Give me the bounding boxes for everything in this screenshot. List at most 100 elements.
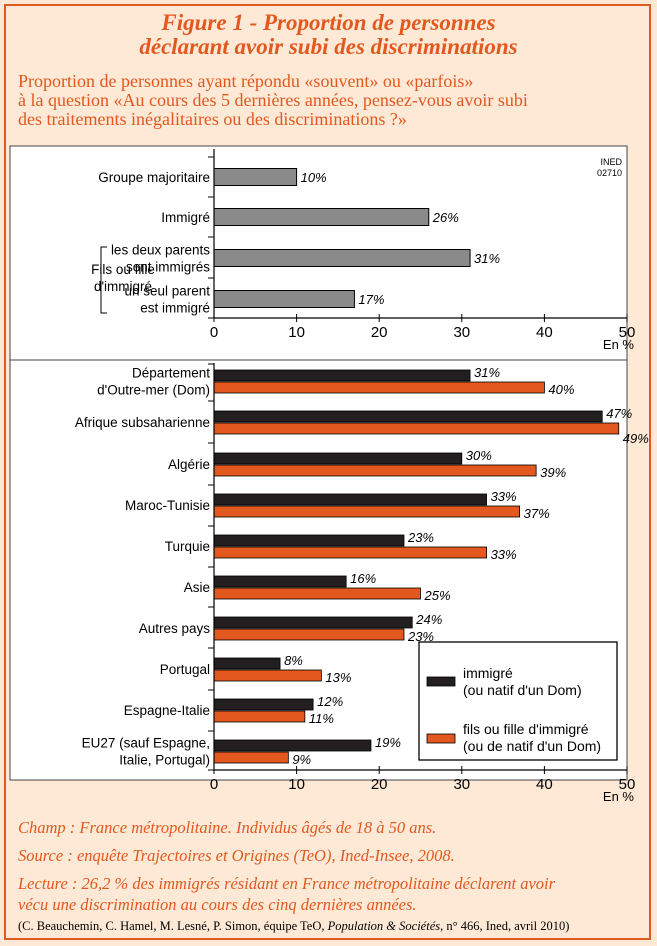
panel2-immigre-value-label: 8% — [284, 653, 303, 668]
panel2-enfant-value-label: 49% — [623, 431, 649, 446]
panel2-bar-enfant — [213, 505, 521, 518]
panel2-bar-immigre — [213, 410, 603, 423]
panel2-immigre-value-label: 31% — [474, 365, 500, 380]
panel2-enfant-value-label: 37% — [524, 506, 550, 521]
panel1-x-tick-label: 0 — [210, 324, 218, 341]
panel2-bar-enfant — [213, 628, 405, 641]
legend-swatch-enfant — [426, 733, 456, 744]
group-label-line1: Fils ou fille — [91, 262, 155, 277]
panel1-bar — [213, 208, 430, 226]
panel2-enfant-value-label: 25% — [424, 588, 451, 603]
panel2-immigre-value-label: 47% — [606, 406, 632, 421]
subtitle-line2: à la question «Au cours des 5 dernières … — [18, 90, 528, 110]
panel1-x-tick-label: 50 — [619, 324, 636, 341]
panel2-category-label: Maroc-Tunisie — [125, 498, 210, 513]
panel2-category-label: Asie — [184, 580, 210, 595]
panel1-bar — [213, 290, 355, 308]
credit-line: (C. Beauchemin, C. Hamel, M. Lesné, P. S… — [18, 919, 657, 934]
panel1-x-tick-label: 30 — [453, 324, 470, 341]
panel1-category-label: sont immigrés — [126, 260, 210, 275]
panel2-bar-enfant — [213, 751, 289, 764]
panel2-bar-immigre — [213, 575, 347, 588]
panel2-x-tick-label: 0 — [210, 776, 218, 793]
panel2-bar-immigre — [213, 739, 372, 752]
panel2-bar-enfant — [213, 710, 306, 723]
panel1-x-tick-label: 40 — [536, 324, 553, 341]
panel2-x-tick-label: 20 — [371, 776, 388, 793]
subtitle-line3: des traitements inégalitaires ou des dis… — [18, 109, 407, 129]
panel2-enfant-value-label: 9% — [292, 752, 311, 767]
panel1-category-label: les deux parents — [111, 243, 210, 258]
legend-label-enfant-line1: fils ou fille d'immigré — [463, 721, 589, 737]
panel2-x-tick-label: 40 — [536, 776, 553, 793]
panel2-enfant-value-label: 23% — [407, 629, 434, 644]
panel2-category-label: Turquie — [165, 539, 210, 554]
panel2-category-label: Espagne-Italie — [124, 703, 210, 718]
panel2-category-label: Portugal — [160, 662, 210, 677]
panel2-bar-immigre — [213, 534, 405, 547]
panel2-immigre-value-label: 33% — [491, 489, 517, 504]
figure-title-line2: déclarant avoir subi des discriminations — [139, 34, 518, 59]
panel2-category-label: Algérie — [168, 457, 210, 472]
panel1-value-label: 31% — [474, 251, 500, 266]
panel2-bar-immigre — [213, 657, 281, 670]
panel2-category-label: Autres pays — [139, 621, 211, 636]
figure-title-line1: Figure 1 - Proportion de personnes — [161, 10, 496, 35]
panel1-x-tick-label: 20 — [371, 324, 388, 341]
panel2-enfant-value-label: 40% — [548, 382, 574, 397]
note-source: Source : enquête Trajectoires et Origine… — [18, 846, 455, 865]
panel1-value-label: 17% — [358, 292, 384, 307]
panel1-bar — [213, 168, 298, 186]
note-champ: Champ : France métropolitaine. Individus… — [18, 818, 437, 837]
panel2-category-label: d'Outre-mer (Dom) — [97, 383, 210, 398]
note-lecture-line1: Lecture : 26,2 % des immigrés résidant e… — [18, 874, 556, 893]
panel2-x-tick-label: 50 — [619, 776, 636, 793]
panel1-category-label: Immigré — [161, 210, 210, 225]
panel1-x-unit: En % — [603, 337, 635, 352]
panel2-bar-immigre — [213, 493, 487, 506]
panel2-x-tick-label: 30 — [453, 776, 470, 793]
panel1-bar — [213, 249, 471, 267]
panel2-category-label: Afrique subsaharienne — [75, 415, 210, 430]
panel2-immigre-value-label: 19% — [375, 735, 401, 750]
subtitle-line1: Proportion de personnes ayant répondu «s… — [18, 71, 474, 91]
panel2-bar-immigre — [213, 616, 413, 629]
panel2-category-label: EU27 (sauf Espagne, — [82, 736, 210, 751]
credit-pre: (C. Beauchemin, C. Hamel, M. Lesné, P. S… — [18, 919, 328, 933]
legend-label-immigre-line1: immigré — [463, 665, 513, 681]
panel2-immigre-value-label: 30% — [466, 448, 492, 463]
group-bracket — [100, 246, 107, 314]
legend-box: immigré (ou natif d'un Dom) fils ou fill… — [418, 641, 618, 761]
panel2-x-unit: En % — [603, 789, 635, 804]
panel2-immigre-value-label: 24% — [415, 612, 442, 627]
panel1-x-tick-label: 10 — [288, 324, 305, 341]
panel2-bar-immigre — [213, 698, 314, 711]
credit-post: , n° 466, Ined, avril 2010) — [440, 919, 570, 933]
legend-swatch-immigre — [426, 676, 456, 687]
panel2-enfant-value-label: 33% — [491, 547, 517, 562]
panel2-bar-enfant — [213, 587, 421, 600]
panel2-immigre-value-label: 16% — [350, 571, 376, 586]
panel2-bar-immigre — [213, 452, 463, 465]
panel2-category-label: Département — [132, 366, 210, 381]
panel1-value-label: 10% — [301, 170, 327, 185]
note-lecture-line2: vécu une discrimination au cours des cin… — [18, 895, 417, 914]
panel2-bar-enfant — [213, 422, 620, 435]
panel1-value-label: 26% — [432, 210, 459, 225]
panel1-category-label: un seul parent — [124, 284, 210, 299]
panel2-enfant-value-label: 39% — [540, 465, 566, 480]
legend-label-immigre-line2: (ou natif d'un Dom) — [463, 682, 582, 698]
panel2-bar-enfant — [213, 546, 487, 559]
panel2-immigre-value-label: 12% — [317, 694, 343, 709]
panel2-x-tick-label: 10 — [288, 776, 305, 793]
credit-journal: Population & Sociétés — [327, 919, 441, 933]
legend-label-enfant-line2: (ou de natif d'un Dom) — [463, 738, 601, 754]
panel2-bar-enfant — [213, 381, 545, 394]
panel2-enfant-value-label: 13% — [325, 670, 351, 685]
panel2-bar-immigre — [213, 369, 471, 382]
watermark-line2: 02710 — [597, 168, 622, 178]
panel1-category-label: est immigré — [140, 301, 210, 316]
watermark-line1: INED — [600, 157, 622, 167]
panel2-enfant-value-label: 11% — [309, 711, 334, 726]
